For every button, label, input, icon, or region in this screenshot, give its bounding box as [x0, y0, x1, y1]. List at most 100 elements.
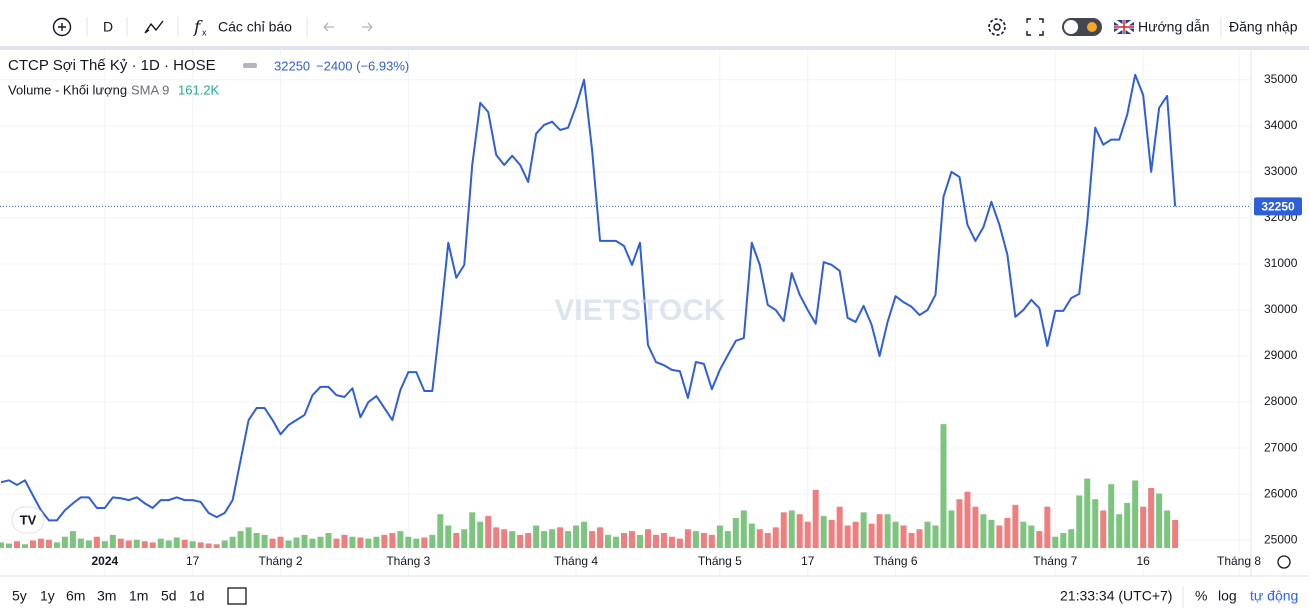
volume-bar	[1084, 478, 1091, 548]
volume-bar	[692, 531, 699, 548]
volume-bar	[772, 527, 779, 548]
axis-settings-icon[interactable]	[1277, 555, 1291, 569]
y-tick-label: 30000	[1264, 302, 1298, 316]
volume-bar	[605, 534, 612, 548]
volume-bar	[1076, 495, 1083, 548]
volume-bar	[389, 532, 396, 548]
volume-bar	[221, 540, 228, 548]
tv-logo[interactable]	[11, 506, 45, 534]
undo-icon[interactable]	[323, 22, 334, 32]
volume-bar	[1108, 484, 1115, 548]
goto-date-icon[interactable]	[227, 587, 247, 605]
volume-bar	[157, 538, 164, 548]
volume-bar	[213, 544, 220, 548]
volume-bar	[876, 514, 883, 548]
y-tick-label: 33000	[1264, 164, 1298, 178]
volume-bar	[373, 536, 380, 548]
x-tick-label: Tháng 5	[698, 554, 742, 568]
x-tick-label: 16	[1136, 554, 1150, 568]
volume-bar	[573, 525, 580, 548]
volume-bar	[181, 539, 188, 548]
range-button[interactable]: 3m	[97, 588, 116, 604]
auto-toggle[interactable]: tự động	[1250, 588, 1298, 604]
percent-toggle[interactable]: %	[1195, 588, 1207, 604]
volume-bar	[445, 525, 452, 548]
volume-bar	[820, 516, 827, 548]
volume-bar	[924, 521, 931, 548]
volume-bar	[996, 525, 1003, 548]
indicators-icon[interactable]: f	[192, 18, 203, 38]
y-tick-label: 28000	[1264, 394, 1298, 408]
volume-bar	[333, 538, 340, 548]
volume-bar	[1004, 517, 1011, 548]
indicators-button[interactable]: Các chỉ báo	[218, 19, 292, 35]
login-link[interactable]: Đăng nhập	[1229, 19, 1298, 35]
volume-bar	[1132, 480, 1139, 548]
range-button[interactable]: 5d	[161, 588, 177, 604]
volume-bar	[788, 510, 795, 548]
volume-bar	[493, 527, 500, 548]
volume-bar	[1036, 531, 1043, 548]
volume-bar	[341, 534, 348, 548]
fullscreen-icon[interactable]	[1026, 18, 1044, 36]
volume-bar	[125, 540, 132, 548]
last-price-tag	[1254, 197, 1302, 216]
volume-bar	[277, 536, 284, 548]
volume-bar	[1172, 519, 1179, 548]
volume-bar	[197, 542, 204, 548]
volume-bar	[5, 543, 12, 548]
add-symbol-icon[interactable]	[52, 17, 72, 37]
range-button[interactable]: 1y	[40, 588, 55, 604]
volume-bar	[301, 534, 308, 548]
range-button[interactable]: 1m	[129, 588, 148, 604]
range-button[interactable]: 5y	[12, 588, 27, 604]
redo-icon[interactable]	[362, 22, 373, 32]
y-tick-label: 35000	[1264, 72, 1298, 86]
settings-icon[interactable]	[988, 18, 1006, 36]
range-button[interactable]: 6m	[66, 588, 85, 604]
volume-bar	[37, 538, 44, 548]
volume-bar	[429, 534, 436, 548]
volume-bar	[628, 531, 635, 548]
log-toggle[interactable]: log	[1218, 588, 1237, 604]
volume-bar	[644, 529, 651, 548]
volume-bar	[285, 540, 292, 548]
volume-bar	[93, 536, 100, 548]
volume-bar	[1020, 521, 1027, 548]
legend-collapse[interactable]	[243, 63, 257, 68]
volume-bar	[676, 538, 683, 548]
x-tick-label: Tháng 3	[386, 554, 430, 568]
interval-button[interactable]: D	[103, 19, 113, 35]
volume-bar	[405, 536, 412, 548]
volume-bar	[1116, 514, 1123, 548]
volume-bar	[349, 536, 356, 548]
guide-link[interactable]: Hướng dẫn	[1138, 19, 1209, 35]
volume-bar	[365, 538, 372, 548]
volume-bar	[517, 534, 524, 548]
volume-bar	[533, 525, 540, 548]
volume-bar	[229, 536, 236, 548]
volume-bar	[636, 534, 643, 548]
volume-bar	[780, 512, 787, 548]
y-tick-label: 29000	[1264, 348, 1298, 362]
tv-logo-mark: TV	[20, 512, 37, 527]
volume-bar	[245, 527, 252, 548]
range-button[interactable]: 1d	[189, 588, 205, 604]
volume-bar	[908, 532, 915, 548]
volume-bar	[469, 512, 476, 548]
x-tick-label: Tháng 8	[1217, 554, 1261, 568]
volume-bar	[716, 525, 723, 548]
volume-bar	[325, 532, 332, 548]
volume-bar	[932, 525, 939, 548]
volume-bar	[53, 542, 60, 548]
chart-type-icon[interactable]	[144, 20, 164, 34]
volume-bar	[397, 531, 404, 548]
volume-bar	[269, 538, 276, 548]
volume-bar	[101, 541, 108, 548]
volume-bar	[173, 537, 180, 548]
x-tick-label: 2024	[91, 554, 118, 568]
volume-bar	[205, 543, 212, 548]
volume-bar	[525, 532, 532, 548]
settings-icon-center	[993, 23, 1001, 31]
volume-bar	[109, 534, 116, 548]
